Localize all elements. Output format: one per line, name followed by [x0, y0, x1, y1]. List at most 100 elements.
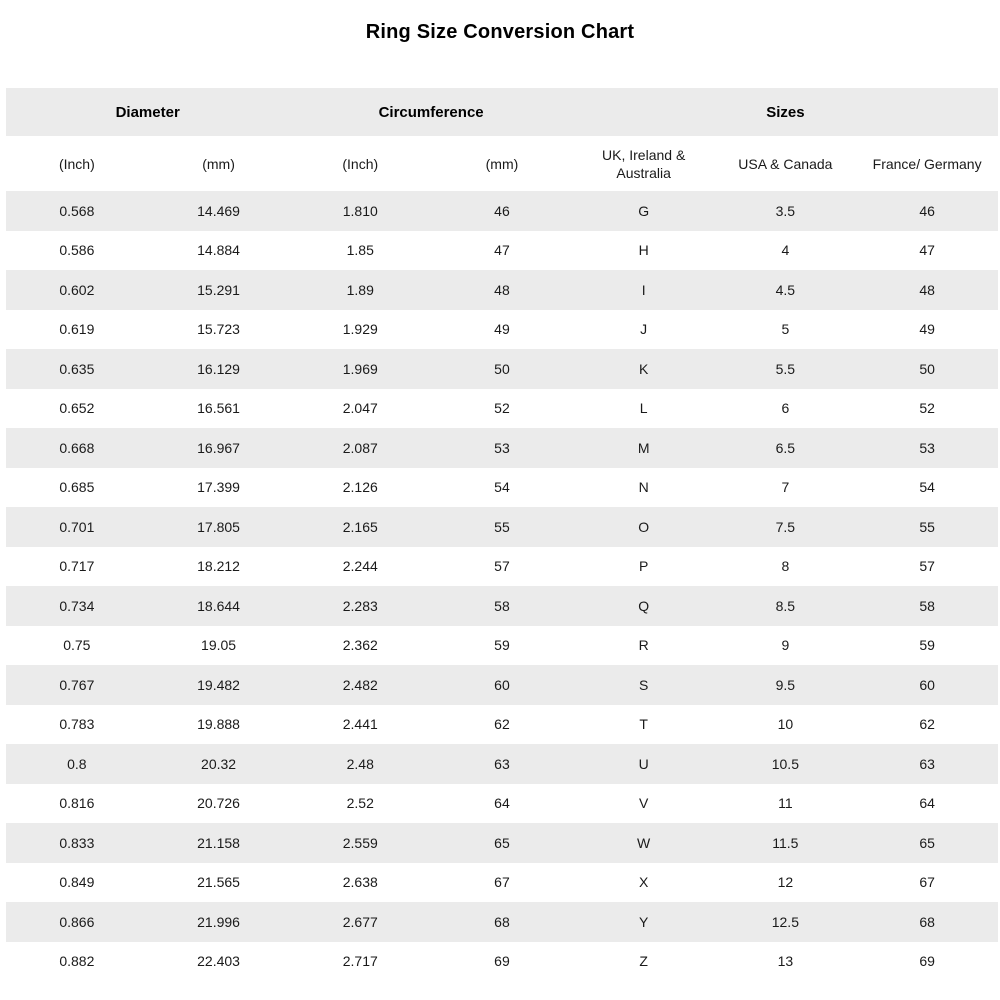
table-body: 0.568 14.469 1.810 46 G 3.5 46 0.586 14.884 1.85 4… [6, 191, 998, 981]
page-title: Ring Size Conversion Chart [365, 21, 635, 43]
table-cell: O [638, 518, 650, 535]
header-column-row: (Inch) (mm) (Inch) (mm) UK, Ireland & Au… [6, 136, 998, 191]
table-cell: N [638, 479, 649, 496]
table-cell: 0.701 [59, 518, 95, 535]
table-cell: 53 [494, 439, 510, 456]
table-cell: 14.884 [197, 242, 240, 259]
table-cell: 0.734 [59, 597, 95, 614]
header-group-diameter: Diameter [115, 103, 180, 121]
table-cell: 49 [494, 321, 510, 338]
header-group-row: Diameter Circumference Sizes [6, 88, 998, 136]
table-row: 0.586 14.884 1.85 47 H 4 47 [6, 230, 998, 270]
table-cell: 3.5 [775, 202, 796, 219]
table-cell: 2.559 [342, 834, 378, 851]
table-row: 0.619 15.723 1.929 49 J 5 49 [6, 309, 998, 349]
ring-size-conversion-table: Diameter Circumference Sizes (Inch) (mm)… [6, 88, 998, 981]
table-cell: 0.882 [59, 953, 95, 970]
table-cell: 4.5 [775, 281, 796, 298]
table-cell: 54 [494, 479, 510, 496]
table-cell: 13 [777, 953, 794, 970]
table-cell: 50 [919, 360, 935, 377]
table-cell: V [638, 795, 649, 812]
table-cell: 64 [919, 795, 935, 812]
table-cell: 8.5 [775, 597, 796, 614]
table-cell: 11 [778, 795, 793, 812]
table-row: 0.866 21.996 2.677 68 Y 12.5 68 [6, 902, 998, 942]
table-cell: 67 [494, 874, 510, 891]
table-cell: I [641, 281, 646, 298]
column-header-circumference-mm: (mm) [485, 155, 519, 172]
table-cell: 16.561 [197, 400, 240, 417]
table-cell: 62 [919, 716, 935, 733]
table-cell: 2.677 [342, 913, 378, 930]
table-cell: 15.723 [197, 321, 240, 338]
table-cell: 65 [494, 834, 510, 851]
table-row: 0.685 17.399 2.126 54 N 7 54 [6, 467, 998, 507]
table-cell: 60 [919, 676, 935, 693]
table-cell: 19.05 [201, 637, 237, 654]
table-row: 0.652 16.561 2.047 52 L 6 52 [6, 388, 998, 428]
table-cell: 65 [919, 834, 935, 851]
table-cell: 54 [919, 479, 935, 496]
table-cell: 12.5 [771, 913, 799, 930]
table-cell: 60 [494, 676, 510, 693]
table-cell: 0.586 [59, 242, 95, 259]
table-row: 0.717 18.212 2.244 57 P 8 57 [6, 546, 998, 586]
table-row: 0.602 15.291 1.89 48 I 4.5 48 [6, 270, 998, 310]
header-group-circumference: Circumference [378, 103, 484, 121]
table-cell: 58 [919, 597, 935, 614]
table-cell: 57 [919, 558, 935, 575]
table-cell: Q [638, 597, 650, 614]
table-cell: 4 [781, 242, 790, 259]
table-cell: 50 [494, 360, 510, 377]
table-cell: K [638, 360, 649, 377]
table-cell: 57 [494, 558, 510, 575]
table-row: 0.75 19.05 2.362 59 R 9 59 [6, 625, 998, 665]
table-cell: Y [638, 913, 649, 930]
table-cell: 5 [781, 321, 790, 338]
table-cell: 9.5 [775, 676, 796, 693]
table-cell: 16.967 [197, 439, 240, 456]
table-cell: R [638, 637, 649, 654]
table-cell: 0.668 [59, 439, 95, 456]
table-cell: 19.482 [197, 676, 240, 693]
table-cell: 2.283 [342, 597, 378, 614]
table-row: 0.783 19.888 2.441 62 T 10 62 [6, 704, 998, 744]
table-cell: 0.75 [63, 637, 91, 654]
table-cell: 1.85 [346, 242, 374, 259]
table-cell: J [640, 321, 648, 338]
table-cell: 2.362 [342, 637, 378, 654]
header-group-sizes: Sizes [766, 103, 805, 121]
table-cell: 2.047 [342, 400, 378, 417]
table-cell: 21.565 [197, 874, 240, 891]
table-row: 0.849 21.565 2.638 67 X 12 67 [6, 862, 998, 902]
table-cell: Z [639, 953, 648, 970]
table-cell: 0.8 [67, 755, 87, 772]
table-row: 0.668 16.967 2.087 53 M 6.5 53 [6, 428, 998, 468]
table-cell: H [638, 242, 649, 259]
table-cell: 1.929 [342, 321, 378, 338]
table-cell: 59 [919, 637, 935, 654]
table-header: Diameter Circumference Sizes (Inch) (mm)… [6, 88, 998, 191]
column-header-diameter-inch: (Inch) [58, 155, 95, 172]
column-header-france-germany: France/ Germany [872, 155, 982, 172]
table-cell: 2.244 [342, 558, 378, 575]
table-cell: 0.866 [59, 913, 95, 930]
table-cell: 62 [494, 716, 510, 733]
column-header-usa-canada: USA & Canada [738, 155, 833, 172]
table-cell: 17.399 [197, 479, 240, 496]
table-cell: 55 [494, 518, 510, 535]
table-cell: 20.726 [197, 795, 240, 812]
table-cell: 18.212 [197, 558, 240, 575]
table-cell: G [638, 202, 650, 219]
table-cell: 0.568 [59, 202, 95, 219]
table-cell: 68 [494, 913, 510, 930]
table-cell: X [638, 874, 649, 891]
table-cell: 5.5 [775, 360, 796, 377]
column-header-uk-ireland-australia: UK, Ireland & Australia [602, 146, 686, 181]
table-cell: 1.89 [346, 281, 374, 298]
table-row: 0.8 20.32 2.48 63 U 10.5 63 [6, 744, 998, 784]
table-cell: 1.810 [342, 202, 378, 219]
table-cell: 0.767 [59, 676, 95, 693]
table-cell: 48 [494, 281, 510, 298]
